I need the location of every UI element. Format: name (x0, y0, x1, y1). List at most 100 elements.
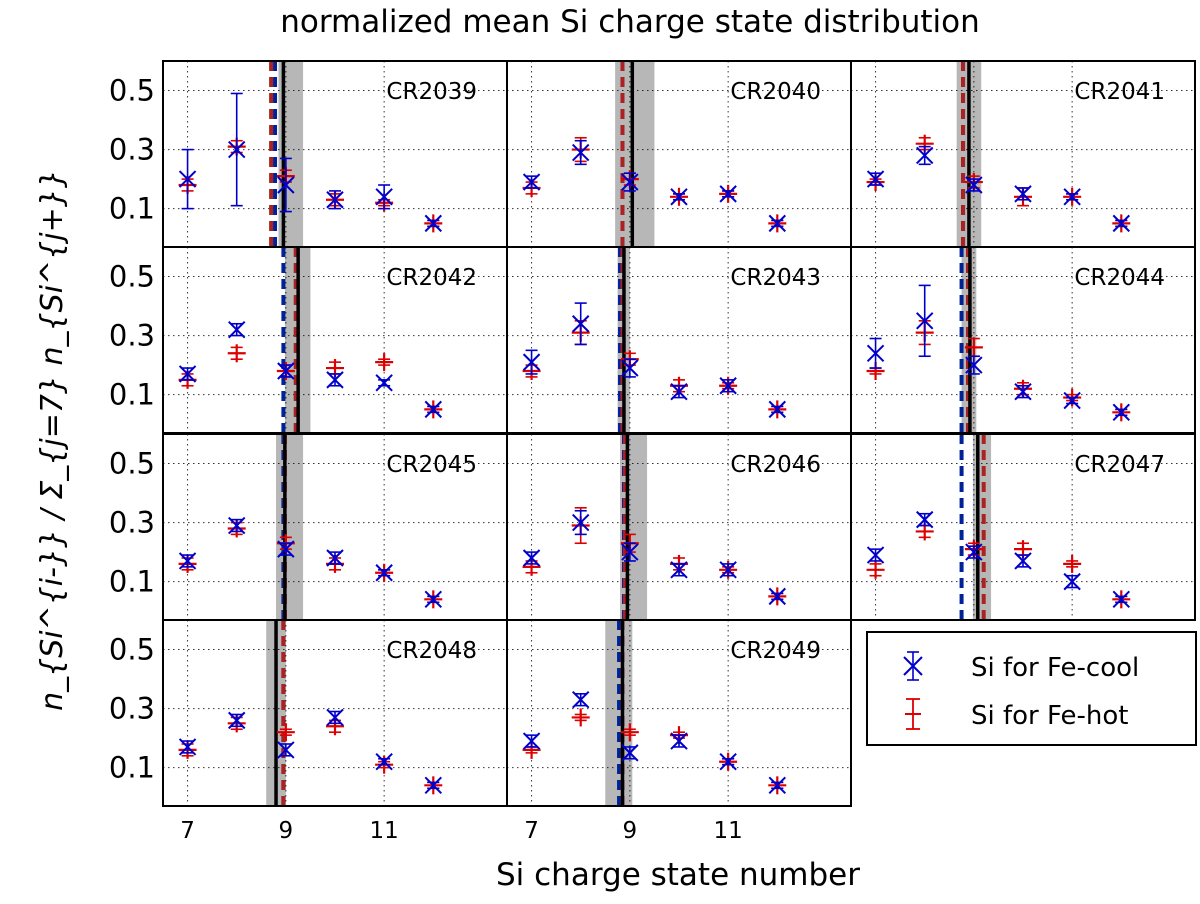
y-tick-label: 0.1 (109, 192, 155, 226)
fe-cool-point (424, 214, 442, 233)
fe-cool-point (326, 191, 344, 209)
marker-stroke (228, 140, 246, 159)
fe-cool-point (621, 173, 639, 191)
marker-stroke (1014, 382, 1032, 401)
marker-stroke (719, 753, 737, 771)
marker-stroke (1112, 403, 1130, 422)
fe-cool-point (670, 561, 688, 579)
marker-stroke (965, 176, 983, 194)
y-tick-label: 0.5 (109, 260, 155, 294)
marker-stroke (916, 510, 934, 529)
panel-label: CR2044 (1074, 265, 1165, 291)
panel-cr2047: CR2047 (850, 433, 1196, 621)
fe-cool-point (522, 353, 541, 371)
y-tick-label: 0.5 (109, 633, 155, 667)
fe-cool-point (1063, 572, 1081, 591)
fe-cool-point (621, 543, 639, 561)
marker-stroke (277, 741, 295, 759)
panel-cr2044: CR2044 (850, 246, 1196, 434)
fe-hot-point (571, 708, 590, 727)
x-axis-label: Si charge state number (496, 857, 860, 893)
panel-cr2039: CR2039 0.1 0.3 0.5 (109, 60, 508, 248)
marker-stroke (424, 590, 442, 609)
marker-stroke (768, 214, 786, 233)
fe-cool-point (228, 711, 246, 730)
x-tick-label: 11 (370, 818, 399, 844)
fe-cool-point (866, 170, 885, 188)
y-tick-label: 0.3 (109, 692, 155, 726)
y-axis-label-text: n_{Si^{i-}} / Σ_{j=7} n_{Si^{j+}} (35, 169, 70, 711)
marker-stroke (178, 552, 197, 570)
marker-stroke (719, 377, 737, 395)
uncertainty-band (276, 434, 304, 620)
marker-stroke (375, 188, 393, 206)
marker-stroke (326, 549, 344, 567)
marker-stroke (572, 143, 590, 162)
marker-stroke (1014, 185, 1032, 203)
fe-cool-point (277, 176, 295, 194)
fe-cool-point (1014, 382, 1032, 401)
fe-cool-point (572, 143, 590, 162)
fe-cool-point (178, 552, 197, 570)
marker-stroke (424, 214, 442, 233)
marker-stroke (670, 188, 688, 206)
fe-cool-point (572, 315, 590, 333)
marker-stroke (916, 146, 934, 165)
fe-cool-point (1063, 391, 1081, 410)
fe-cool-point (375, 564, 393, 582)
marker-stroke (621, 744, 639, 762)
fe-cool-point (719, 377, 737, 395)
marker-stroke (670, 382, 688, 401)
fe-hot-point (375, 353, 394, 372)
panel-label: CR2049 (730, 638, 821, 664)
fe-cool-point (1112, 403, 1130, 422)
marker-stroke (228, 320, 246, 339)
marker-stroke (572, 513, 590, 532)
panel-cr2048: CR2048 0.1 0.3 0.5 7 9 11 (109, 619, 508, 844)
fe-cool-point (522, 173, 541, 191)
fe-cool-point (326, 708, 344, 727)
fe-cool-point (277, 741, 295, 759)
fe-hot-point (964, 338, 983, 357)
marker-stroke (965, 543, 983, 561)
marker-stroke (375, 564, 393, 582)
fe-cool-point (621, 359, 639, 377)
marker-stroke (277, 362, 295, 380)
panel-cr2046: CR2046 (506, 433, 852, 621)
fe-cool-point (277, 540, 295, 558)
marker-stroke (621, 543, 639, 561)
uncertainty-band (605, 620, 633, 806)
fe-cool-point (572, 691, 590, 709)
fe-cool-point (1063, 188, 1081, 206)
panels: CR2039 0.1 0.3 0.5 CR2040 CR2041 CR2042 0.1 0.3 0… (109, 60, 1196, 844)
fe-cool-point (670, 382, 688, 401)
x-tick-label: 9 (623, 818, 638, 844)
marker-stroke (228, 516, 246, 535)
panel-cr2045: CR2045 0.1 0.3 0.5 (109, 433, 508, 621)
uncertainty-band (620, 434, 648, 620)
marker-stroke (326, 191, 344, 209)
fe-hot-point (276, 723, 295, 742)
marker-stroke (670, 561, 688, 579)
fe-hot-point (620, 723, 639, 742)
fe-cool-point (965, 356, 983, 374)
marker-stroke (424, 400, 442, 419)
legend-x (903, 656, 923, 676)
marker-stroke (228, 711, 246, 730)
x-tick-label: 9 (279, 818, 294, 844)
fe-cool-point (621, 744, 639, 762)
fe-cool-point (326, 549, 344, 567)
fe-cool-point (424, 590, 442, 609)
marker-stroke (522, 173, 541, 191)
fe-cool-point (866, 344, 885, 362)
fe-cool-point (768, 214, 786, 233)
marker-stroke (621, 359, 639, 377)
fe-cool-point (1014, 552, 1032, 570)
fe-cool-point (228, 320, 246, 339)
fe-cool-point (768, 400, 786, 419)
legend-label: Si for Fe-hot (971, 701, 1129, 731)
marker-stroke (277, 176, 295, 194)
marker-stroke (424, 776, 442, 795)
